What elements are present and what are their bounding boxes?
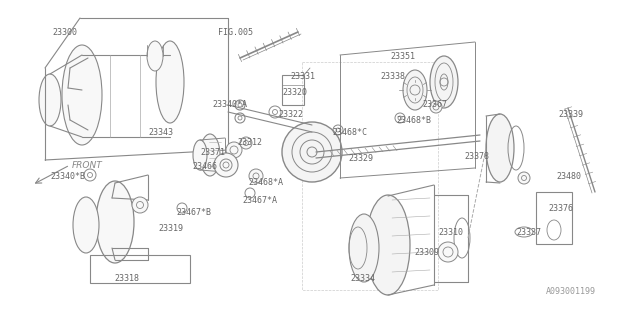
Text: 23467*B: 23467*B [176, 208, 211, 217]
Text: 23340*B: 23340*B [50, 172, 85, 181]
Ellipse shape [96, 181, 134, 263]
Circle shape [226, 142, 242, 158]
Text: 23468*C: 23468*C [332, 128, 367, 137]
Circle shape [132, 197, 148, 213]
Ellipse shape [39, 74, 61, 126]
Text: 23331: 23331 [290, 72, 315, 81]
Text: 23367: 23367 [422, 100, 447, 109]
Text: 23309: 23309 [414, 248, 439, 257]
Text: 23300: 23300 [52, 28, 77, 37]
Ellipse shape [403, 70, 427, 110]
Bar [90, 255, 190, 283]
Text: 23318: 23318 [114, 274, 139, 283]
Text: A093001199: A093001199 [546, 287, 596, 296]
Ellipse shape [73, 197, 99, 253]
Text: 23468*B: 23468*B [396, 116, 431, 125]
Text: 23480: 23480 [556, 172, 581, 181]
Ellipse shape [486, 114, 514, 182]
Ellipse shape [349, 214, 379, 282]
Circle shape [249, 169, 263, 183]
Bar [282, 75, 304, 105]
Ellipse shape [430, 56, 458, 108]
Circle shape [430, 101, 442, 113]
Bar [536, 192, 572, 244]
Text: FIG.005: FIG.005 [218, 28, 253, 37]
Circle shape [214, 153, 238, 177]
Text: 23329: 23329 [348, 154, 373, 163]
Text: FRONT: FRONT [72, 161, 103, 170]
Text: 23334: 23334 [350, 274, 375, 283]
Ellipse shape [62, 45, 102, 145]
Text: 23319: 23319 [158, 224, 183, 233]
Text: 23322: 23322 [278, 110, 303, 119]
Text: 23378: 23378 [464, 152, 489, 161]
Circle shape [518, 172, 530, 184]
Text: 23310: 23310 [438, 228, 463, 237]
Ellipse shape [193, 140, 207, 170]
Text: 23320: 23320 [282, 88, 307, 97]
Ellipse shape [366, 195, 410, 295]
Ellipse shape [147, 41, 163, 71]
Text: 23312: 23312 [237, 138, 262, 147]
Circle shape [282, 122, 342, 182]
Text: 23351: 23351 [390, 52, 415, 61]
Text: 23343: 23343 [148, 128, 173, 137]
Text: 23339: 23339 [558, 110, 583, 119]
Circle shape [438, 242, 458, 262]
Text: 23340*A: 23340*A [212, 100, 247, 109]
Ellipse shape [156, 41, 184, 123]
Circle shape [240, 137, 252, 149]
Text: 23337: 23337 [516, 228, 541, 237]
Text: 23467*A: 23467*A [242, 196, 277, 205]
Text: 23376: 23376 [548, 204, 573, 213]
Text: 23371: 23371 [200, 148, 225, 157]
Ellipse shape [200, 134, 220, 176]
Text: 23466: 23466 [192, 162, 217, 171]
Text: 23338: 23338 [380, 72, 405, 81]
Text: 23468*A: 23468*A [248, 178, 283, 187]
